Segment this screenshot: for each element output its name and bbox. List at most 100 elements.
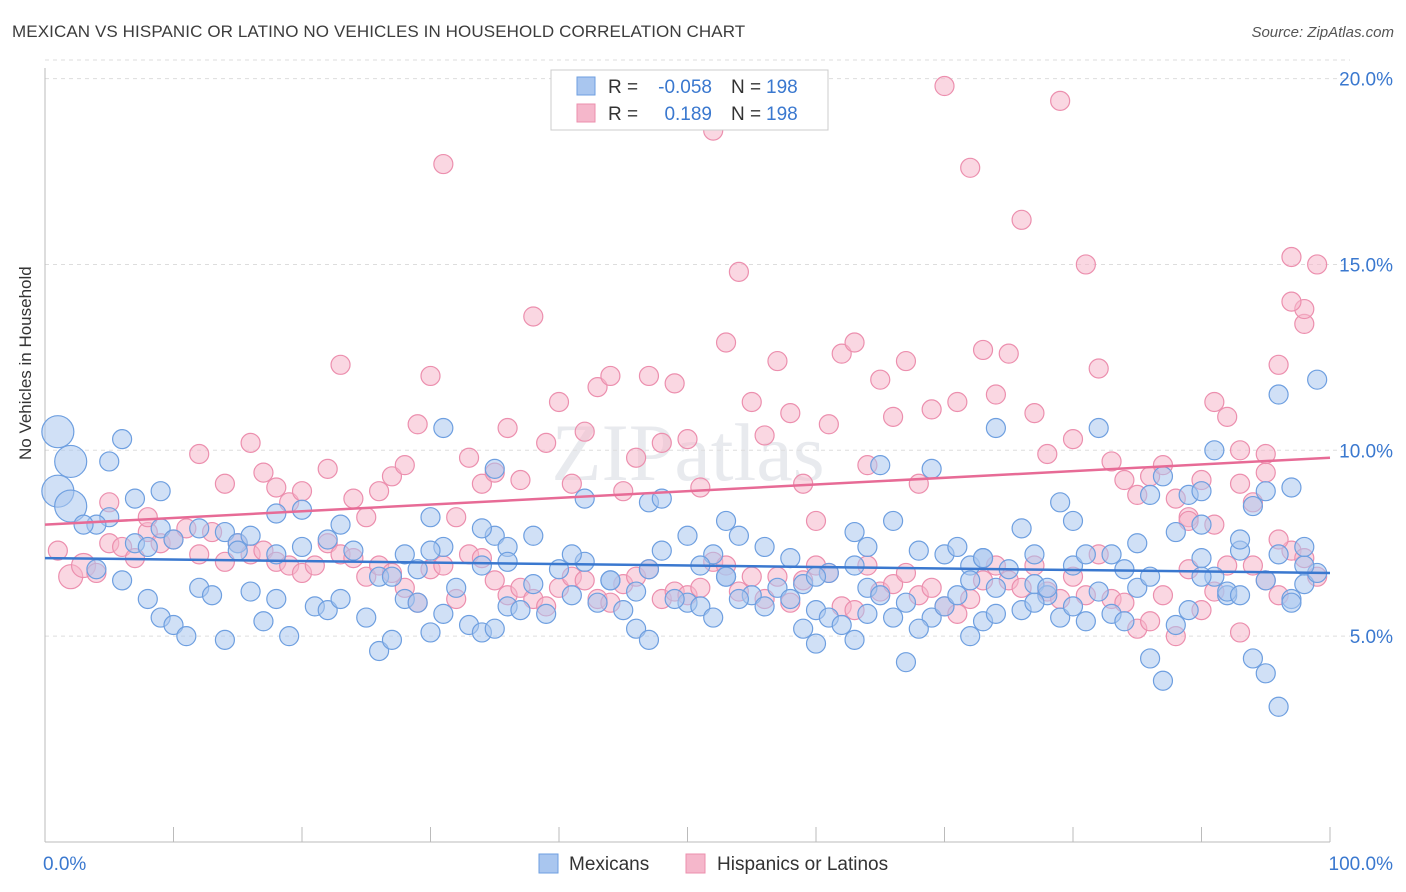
mexicans-point [1191,566,1212,587]
legend-swatch-hispanics [685,853,706,874]
hispanics-point [446,507,467,528]
mexicans-point [99,451,120,472]
hispanics-point [985,384,1007,405]
watermark: ZIPatlas [551,407,824,498]
mexicans-point [73,514,94,535]
hispanics-point [394,455,415,476]
mexicans-point [857,536,878,558]
hispanics-point [291,481,313,502]
mexicans-point [407,592,428,613]
hispanics-point [317,458,338,479]
mexicans-point [754,596,775,617]
mexicans-point [433,603,454,624]
hispanics-point [690,577,711,598]
hispanics-point [690,477,711,498]
hispanics-point [638,365,660,387]
hispanics-point [882,406,904,427]
hispanics-point [818,414,839,435]
mexicans-point [163,614,184,636]
stats-r-value-pink: 0.189 [664,104,712,125]
mexicans-point [985,577,1007,598]
mexicans-point [420,507,441,528]
mexicans-point [1139,484,1161,505]
hispanics-point [574,570,595,591]
hispanics-point [767,350,788,372]
mexicans-point [677,525,698,546]
mexicans-point [780,588,801,610]
legend-label-mexicans: Mexicans [569,854,649,875]
hispanics-point [536,432,557,453]
mexicans-point [471,555,492,576]
hispanics-point [664,373,685,394]
hispanics-point [600,365,621,387]
mexicans-point [1165,521,1186,543]
hispanics-point [728,261,750,282]
mexicans-point [41,415,75,449]
stats-legend: R = -0.058 N = 198 R = 0.189 N = 198 [550,69,829,131]
mexicans-point [882,607,904,628]
mexicans-point [805,566,827,587]
hispanics-point [189,443,210,465]
hispanics-point [741,566,762,587]
x-tick-label: 100.0% [1329,854,1394,875]
mexicans-point [895,652,917,673]
mexicans-point [266,588,287,610]
mexicans-point [651,540,672,561]
hispanics-point [1242,555,1264,576]
mexicans-point [1268,544,1289,565]
mexicans-point [1037,577,1058,598]
mexicans-point [214,629,235,650]
mexicans-point [715,566,737,587]
mexicans-point [446,577,467,598]
mexicans-point [54,444,88,479]
hispanics-point [1229,622,1251,643]
hispanics-point [214,551,235,572]
hispanics-point [214,473,235,494]
mexicans-point [793,618,814,639]
mexicans-point [1024,592,1045,613]
mexicans-point [1152,466,1174,487]
mexicans-point [882,510,904,532]
mexicans-point [638,629,660,650]
mexicans-point [124,488,146,509]
mexicans-point [420,540,441,561]
mexicans-point [291,536,313,558]
hispanics-point [1229,440,1251,461]
mexicans-point [240,525,261,546]
mexicans-point [1242,495,1264,517]
mexicans-point [870,585,891,606]
mexicans-point [1152,670,1174,691]
y-tick-label: 10.0% [1339,441,1393,462]
hispanics-point [921,577,942,598]
mexicans-point [471,518,492,539]
mexicans-point [523,525,544,546]
mexicans-point [214,521,235,543]
stats-n-label-pink: N = [731,104,761,125]
mexicans-point [240,581,261,602]
mexicans-point [317,529,338,550]
hispanics-point [625,447,647,468]
mexicans-point [613,600,634,621]
mexicans-point [960,570,981,591]
hispanics-point [1011,209,1032,230]
mexicans-point [523,574,544,595]
stats-n-value-pink: 198 [766,104,798,125]
hispanics-point [1075,254,1096,275]
mexicans-point [1281,592,1302,613]
hispanics-point [613,481,634,502]
hispanics-point [1114,469,1135,491]
mexicans-point [638,559,660,580]
hispanics-point [998,343,1019,364]
mexicans-point [1062,510,1084,532]
mexicans-point [1191,481,1212,502]
mexicans-point [1242,648,1264,669]
mexicans-point [176,626,197,647]
mexicans-point [844,555,865,576]
mexicans-point [870,455,891,476]
data-points [41,75,1328,717]
hispanics-point [458,447,480,468]
mexicans-point [536,603,557,624]
mexicans-point [1191,547,1212,569]
mexicans-point [1075,544,1096,565]
mexicans-point [407,559,428,580]
